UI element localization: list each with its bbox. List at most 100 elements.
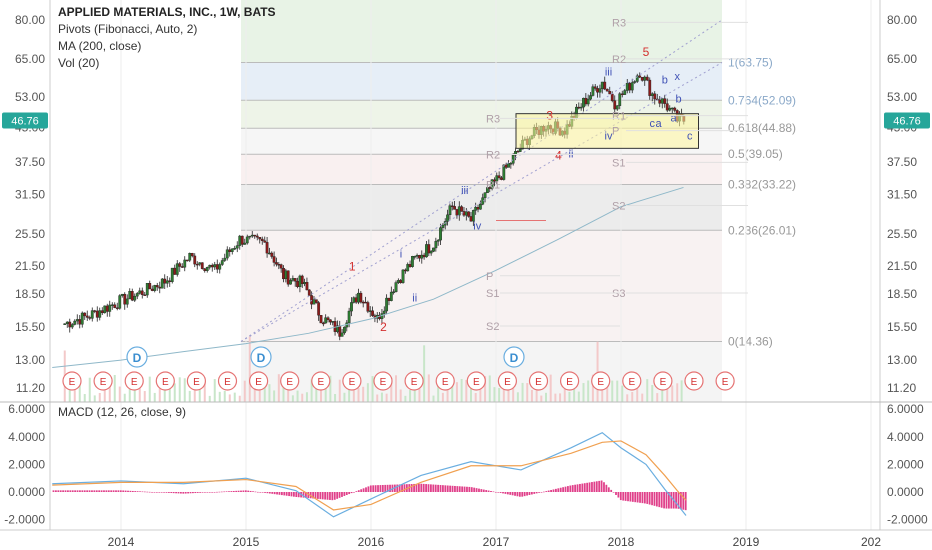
macd-histogram-bar (326, 492, 329, 500)
macd-histogram-bar (631, 492, 634, 502)
macd-histogram-bar (451, 485, 454, 492)
candle-body (100, 310, 104, 314)
macd-histogram-bar (321, 492, 324, 500)
candle-body (338, 325, 342, 337)
macd-histogram-bar (492, 491, 495, 493)
earnings-marker (186, 371, 206, 391)
candle-body (200, 262, 204, 269)
macd-histogram-bar (353, 492, 355, 493)
macd-histogram-bar (95, 490, 98, 492)
candle-body (98, 310, 102, 318)
macd-histogram-bar (237, 490, 240, 492)
macd-histogram-bar (504, 492, 507, 494)
candle-body (303, 282, 306, 285)
candle-body (277, 264, 281, 266)
candle-body (591, 86, 595, 96)
candle-body (85, 315, 89, 318)
volume-bar (138, 385, 141, 402)
candle-body (645, 76, 649, 81)
candle-body (605, 88, 609, 92)
candle-body (178, 263, 182, 267)
candle-body (95, 310, 99, 318)
macd-histogram-bar (658, 492, 661, 508)
candle-body (298, 275, 302, 288)
macd-histogram-bar (466, 486, 468, 492)
candle-body (648, 79, 652, 96)
candle-body (163, 278, 167, 284)
candle-body (125, 298, 129, 305)
candle-body (516, 151, 520, 153)
earnings-marker-label: E (162, 377, 169, 388)
candle-body (446, 214, 449, 222)
earnings-marker-label: E (504, 377, 511, 388)
candle-body (586, 98, 590, 105)
fib-zone-1 (241, 62, 722, 101)
candle-body (589, 95, 592, 100)
candle-body (406, 264, 410, 272)
macd-histogram-bar (413, 483, 415, 492)
candle-body (434, 241, 438, 249)
macd-histogram-bar (583, 483, 586, 492)
wave-label-blue: a (670, 113, 677, 125)
volume-bar (282, 375, 285, 402)
macd-histogram-bar (641, 492, 644, 504)
candle-body (105, 305, 109, 312)
candle-body (441, 224, 445, 228)
volume-bar (577, 391, 580, 402)
macd-histogram-bar (663, 492, 665, 509)
macd-histogram-bar (232, 490, 235, 492)
macd-histogram-bar (523, 492, 526, 497)
volume-bar (158, 388, 161, 402)
macd-histogram-bar (367, 486, 370, 492)
fib-level-label: 0.236(26.01) (728, 223, 796, 237)
candle-body (507, 163, 510, 168)
candle-body (195, 263, 199, 266)
macd-histogram-bar (199, 492, 202, 493)
volume-bar (296, 390, 299, 402)
volume-bar (228, 394, 231, 402)
macd-histogram-bar (677, 492, 680, 509)
macd-histogram-bar (271, 492, 274, 494)
candle-body (208, 264, 212, 268)
macd-histogram-bar (487, 490, 490, 492)
candle-body (168, 280, 172, 282)
macd-histogram-bar (494, 491, 497, 493)
candle-body (284, 270, 288, 280)
volume-bar (596, 341, 599, 402)
macd-histogram-bar (480, 489, 483, 492)
macd-histogram-bar (619, 492, 622, 501)
candle-body (138, 290, 142, 294)
right-price-tick: 31.50 (887, 187, 917, 201)
macd-histogram-bar (163, 492, 165, 493)
macd-histogram-bar (403, 484, 406, 492)
candle-body (429, 251, 433, 254)
macd-histogram-bar (151, 491, 153, 493)
macd-histogram-bar (249, 490, 252, 492)
candle-body (502, 164, 506, 180)
macd-histogram-bar (307, 492, 310, 499)
candle-body (250, 234, 254, 237)
candle-body (371, 310, 374, 316)
candle-body (300, 275, 304, 285)
trend-line-2 (240, 19, 723, 342)
wave-label-blue: i (400, 248, 402, 260)
volume-bar (198, 385, 201, 402)
candle-body (584, 97, 588, 105)
macd-histogram-bar (398, 484, 401, 492)
macd-histogram-bar (593, 481, 596, 492)
candle-body (625, 83, 629, 91)
macd-histogram-bar (427, 484, 430, 492)
macd-histogram-bar (615, 492, 617, 495)
volume-bar (621, 385, 624, 402)
volume-bar (512, 385, 515, 402)
macd-histogram-bar (509, 492, 512, 495)
last-price-text-right: 46.76 (893, 116, 921, 128)
candle-body (296, 280, 299, 288)
candle-body (448, 205, 452, 216)
candle-body (474, 207, 478, 211)
candle-body (411, 256, 414, 267)
candle-body (354, 297, 358, 303)
earnings-marker-label: E (193, 377, 200, 388)
macd-histogram-bar (417, 483, 420, 492)
earnings-marker-label: E (286, 377, 293, 388)
